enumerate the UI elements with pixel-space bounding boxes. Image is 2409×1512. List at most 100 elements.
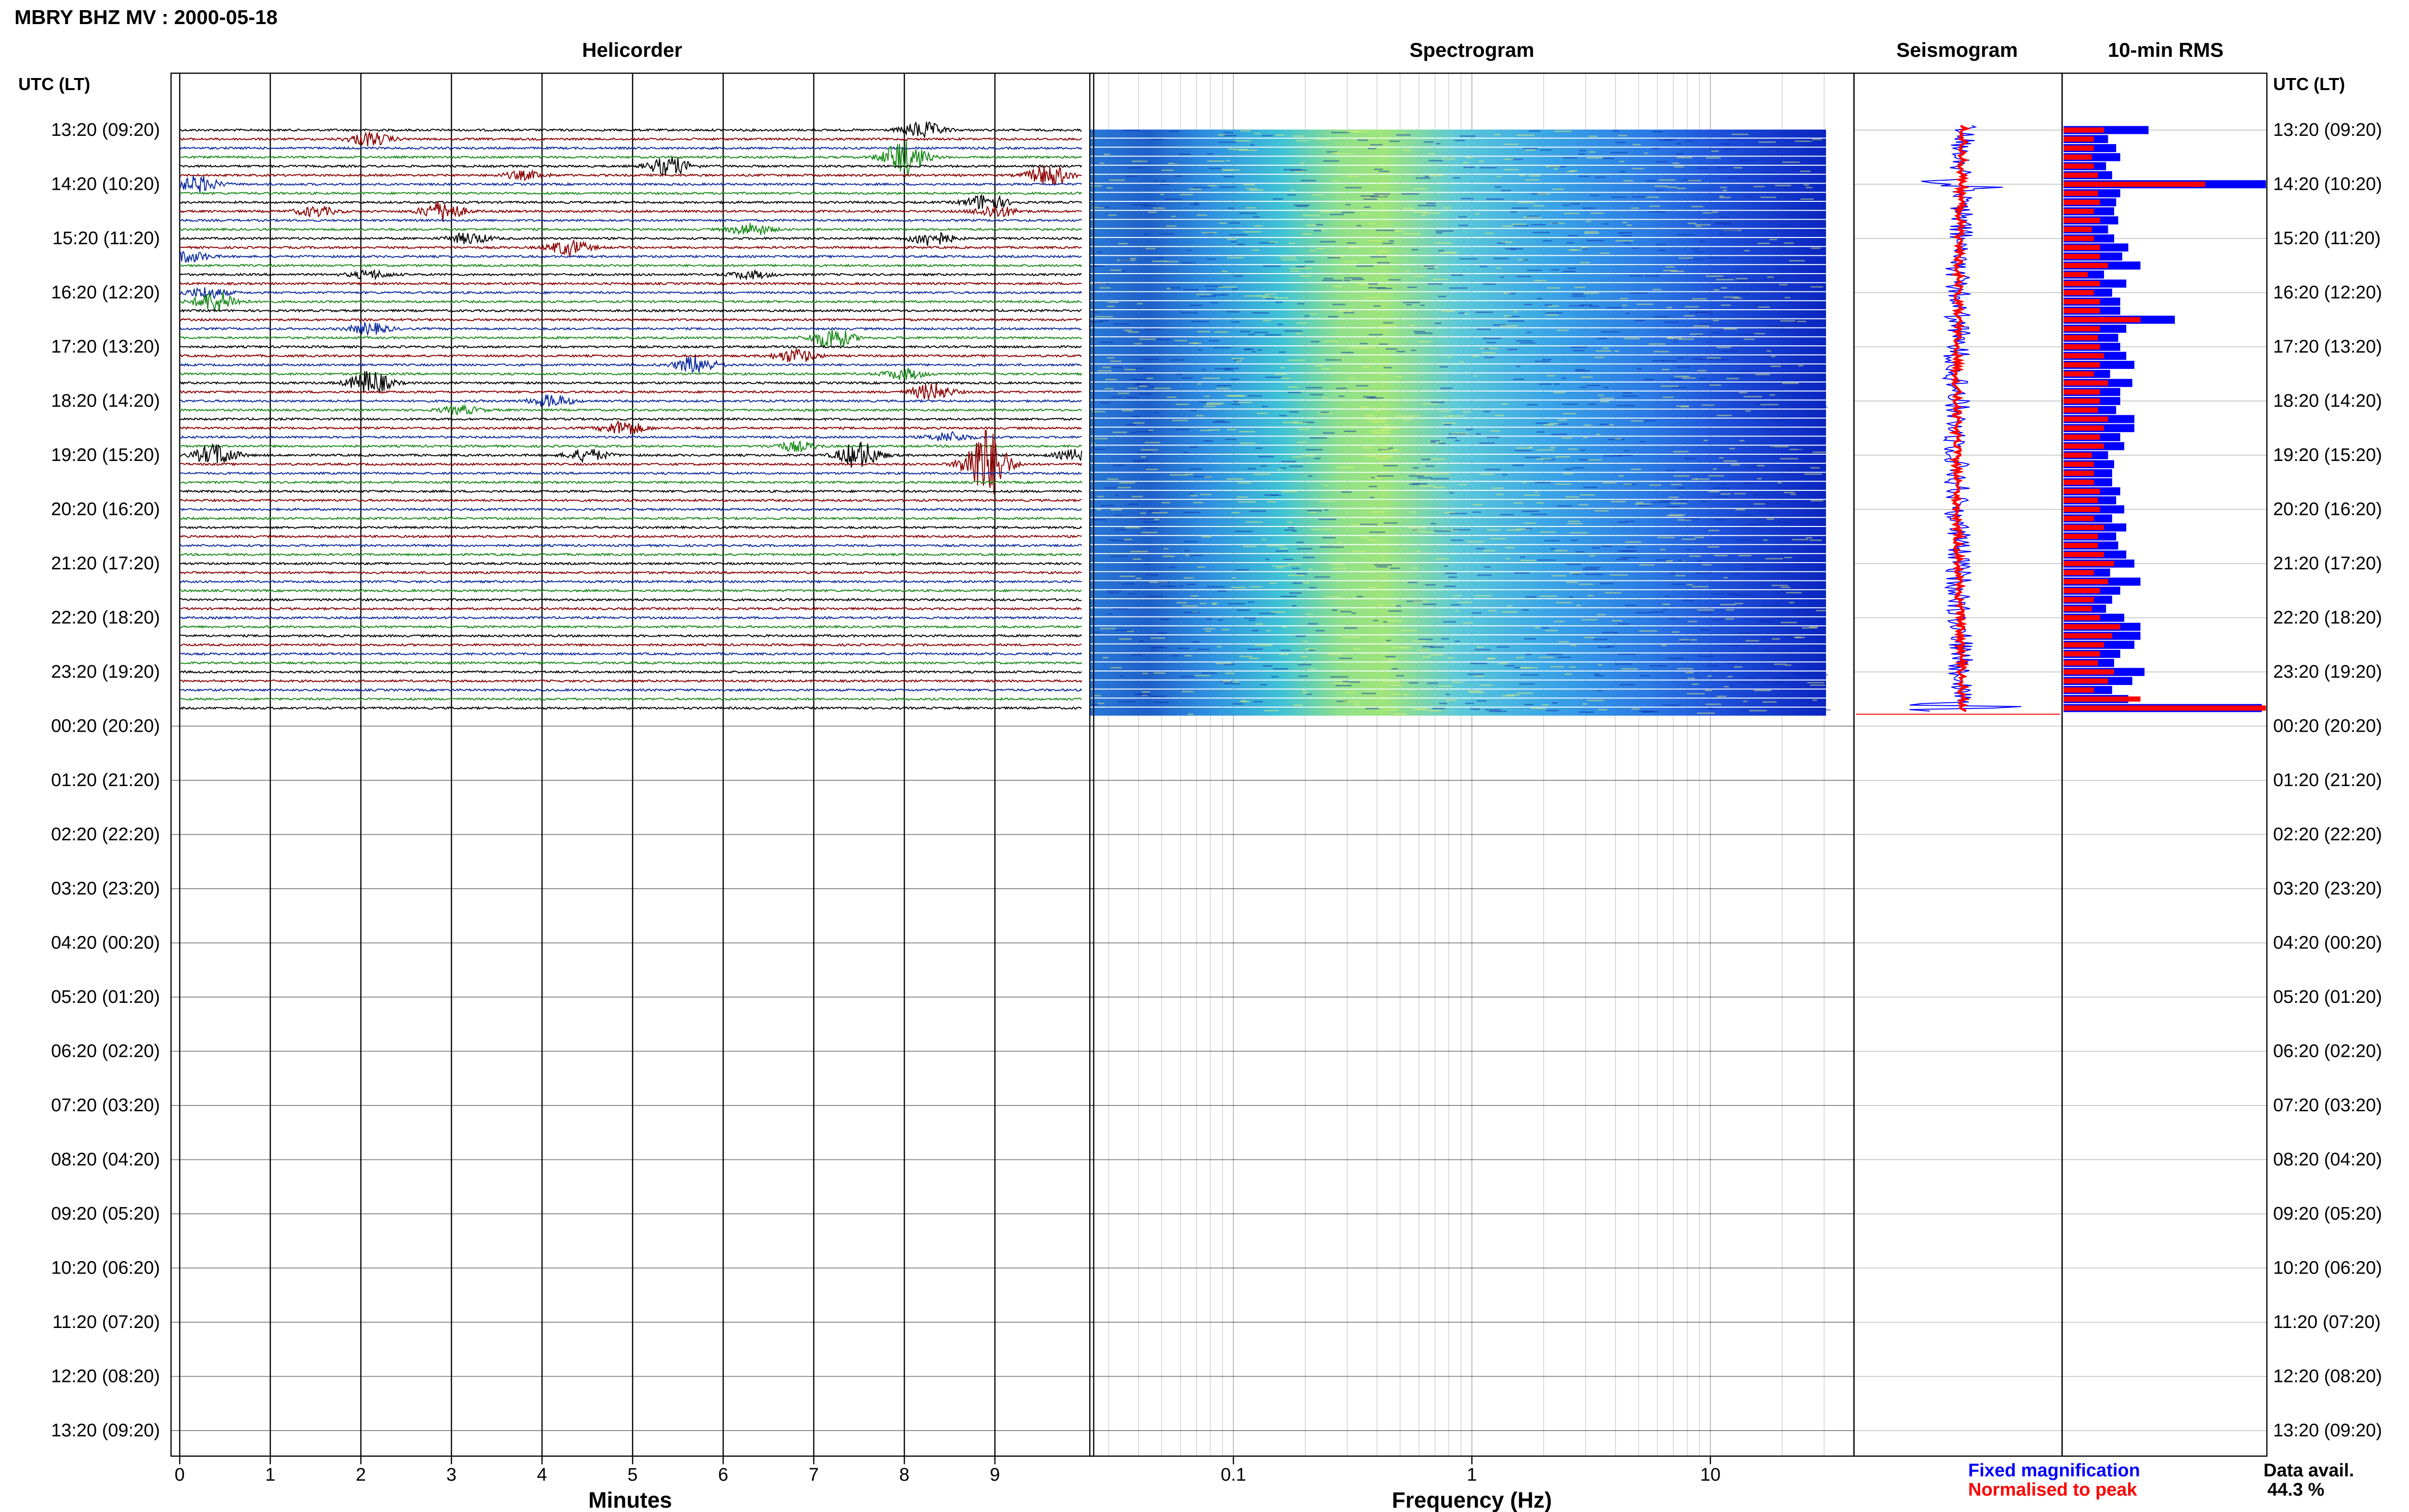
- spectrogram-speckle: [1656, 161, 1668, 163]
- spectrogram-speckle: [1797, 320, 1806, 322]
- spectrogram-speckle: [1484, 348, 1489, 350]
- spectrogram-speckle: [1240, 442, 1256, 444]
- spectrogram-speckle: [1204, 476, 1212, 478]
- helicorder-trace-row: [179, 329, 1082, 348]
- spectrogram-speckle: [1197, 648, 1210, 650]
- spectrogram-speckle: [1570, 203, 1580, 205]
- spectrogram-speckle: [1289, 592, 1302, 594]
- spectrogram-speckle: [1233, 681, 1239, 683]
- spectrogram-speckle: [1480, 684, 1493, 686]
- spectrogram-speckle: [1734, 167, 1742, 169]
- spectrogram-speckle: [1813, 451, 1827, 453]
- spectrogram-speckle: [1263, 265, 1281, 267]
- spectrogram-speckle: [1535, 422, 1551, 424]
- spectrogram-speckle: [1463, 162, 1469, 164]
- spectrogram-speckle: [1645, 275, 1659, 277]
- spectrogram-speckle: [1760, 197, 1776, 198]
- spectrogram-speckle: [1699, 224, 1704, 226]
- spectrogram-speckle: [1136, 383, 1150, 385]
- spectrogram-speckle: [1563, 413, 1576, 415]
- spectrogram-speckle: [1227, 311, 1240, 313]
- spectrogram-speckle: [1389, 140, 1400, 142]
- spectrogram-speckle: [1151, 637, 1165, 639]
- spectrogram-speckle: [1621, 668, 1638, 670]
- spectrogram-speckle: [1652, 147, 1660, 149]
- spectrogram-speckle: [1372, 432, 1390, 434]
- spectrogram-speckle: [1095, 448, 1106, 450]
- spectrogram-speckle: [1383, 681, 1401, 683]
- spectrogram-speckle: [1582, 207, 1596, 209]
- spectrogram-speckle: [1303, 641, 1308, 643]
- rms-bar-normalised: [2064, 317, 2141, 323]
- spectrogram-speckle: [1639, 504, 1651, 506]
- spectrogram-speckle: [1586, 711, 1594, 713]
- spectrogram-speckle: [1384, 522, 1398, 524]
- spectrogram-row: [1090, 446, 1826, 454]
- spectrogram-speckle: [1430, 646, 1444, 648]
- spectrogram-speckle: [1377, 604, 1383, 606]
- spectrogram-speckle: [1139, 393, 1151, 395]
- spectrogram-speckle: [1115, 494, 1119, 496]
- spectrogram-speckle: [1777, 482, 1782, 484]
- spectrogram-speckle: [1806, 251, 1821, 253]
- spectrogram-speckle: [1468, 690, 1482, 692]
- spectrogram-speckle: [1513, 311, 1518, 313]
- spectrogram-speckle: [1296, 140, 1309, 142]
- spectrogram-speckle: [1267, 545, 1285, 547]
- spectrogram-speckle: [1194, 674, 1210, 676]
- rms-bar-normalised: [2064, 498, 2098, 503]
- spectrogram-speckle: [1677, 500, 1688, 502]
- spectrogram-speckle: [1522, 511, 1539, 513]
- spectrogram-speckle: [1293, 704, 1302, 706]
- spectrogram-speckle: [1197, 331, 1210, 333]
- spectrogram-speckle: [1688, 677, 1695, 679]
- spectrogram-speckle: [1323, 160, 1339, 162]
- spectrogram-speckle: [1618, 475, 1624, 477]
- left-time-axis-label: UTC (LT): [18, 74, 90, 94]
- spectrogram-speckle: [1145, 442, 1160, 444]
- spectrogram-speckle: [1288, 574, 1305, 576]
- spectrogram-speckle: [1315, 365, 1324, 367]
- spectrogram-speckle: [1554, 168, 1558, 170]
- spectrogram-speckle: [1094, 631, 1101, 633]
- spectrogram-speckle: [1217, 388, 1230, 390]
- spectrogram-speckle: [1160, 194, 1165, 196]
- spectrogram-speckle: [1696, 225, 1702, 227]
- spectrogram-speckle: [1265, 558, 1270, 560]
- spectrogram-row: [1090, 482, 1826, 490]
- spectrogram-speckle: [1110, 360, 1122, 362]
- spectrogram-speckle: [1676, 405, 1689, 407]
- spectrogram-speckle: [1374, 564, 1392, 566]
- spectrogram-speckle: [1275, 297, 1288, 299]
- spectrogram-speckle: [1476, 433, 1481, 435]
- spectrogram-speckle: [1618, 653, 1636, 655]
- spectrogram-speckle: [1554, 550, 1568, 552]
- spectrogram-speckle: [1622, 304, 1628, 306]
- spectrogram-speckle: [1155, 257, 1164, 259]
- spectrogram-speckle: [1145, 329, 1161, 330]
- spectrogram-speckle: [1570, 539, 1578, 541]
- spectrogram-speckle: [1202, 536, 1212, 538]
- spectrogram-speckle: [1781, 586, 1790, 588]
- spectrogram-speckle: [1196, 293, 1211, 295]
- spectrogram-speckle: [1671, 484, 1682, 486]
- spectrogram-speckle: [1534, 279, 1547, 281]
- spectrogram-speckle: [1754, 303, 1763, 305]
- spectrogram-speckle: [1275, 373, 1287, 375]
- spectrogram-speckle: [1578, 175, 1589, 177]
- spectrogram-speckle: [1596, 434, 1601, 435]
- spectrogram-speckle: [1213, 347, 1231, 349]
- spectrogram-speckle: [1220, 186, 1236, 188]
- helicorder-trace-row: [179, 263, 1082, 268]
- spectrogram-speckle: [1798, 319, 1812, 321]
- spectrogram-speckle: [1184, 550, 1190, 552]
- spectrogram-speckle: [1526, 654, 1532, 656]
- spectrogram-speckle: [1536, 502, 1544, 504]
- spectrogram-speckle: [1391, 668, 1398, 670]
- time-tick-label-left: 21:20 (17:20): [51, 553, 160, 574]
- spectrogram-speckle: [1128, 503, 1139, 505]
- rms-bar-normalised: [2064, 660, 2098, 666]
- spectrogram-speckle: [1676, 366, 1691, 368]
- spectrogram-speckle: [1615, 663, 1632, 665]
- spectrogram-speckle: [1353, 131, 1368, 132]
